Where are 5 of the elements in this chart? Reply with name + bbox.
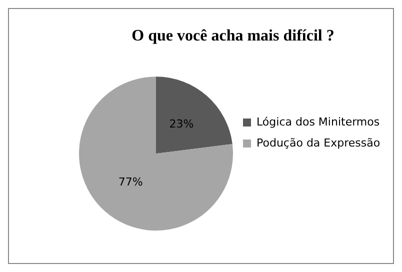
legend-label: Podução da Expressão xyxy=(256,136,380,150)
legend-label: Lógica dos Minitermos xyxy=(256,115,380,128)
data-label: 77% xyxy=(118,175,143,188)
data-label: 23% xyxy=(169,118,194,131)
chart-title: O que você acha mais difícil ? xyxy=(132,28,334,45)
